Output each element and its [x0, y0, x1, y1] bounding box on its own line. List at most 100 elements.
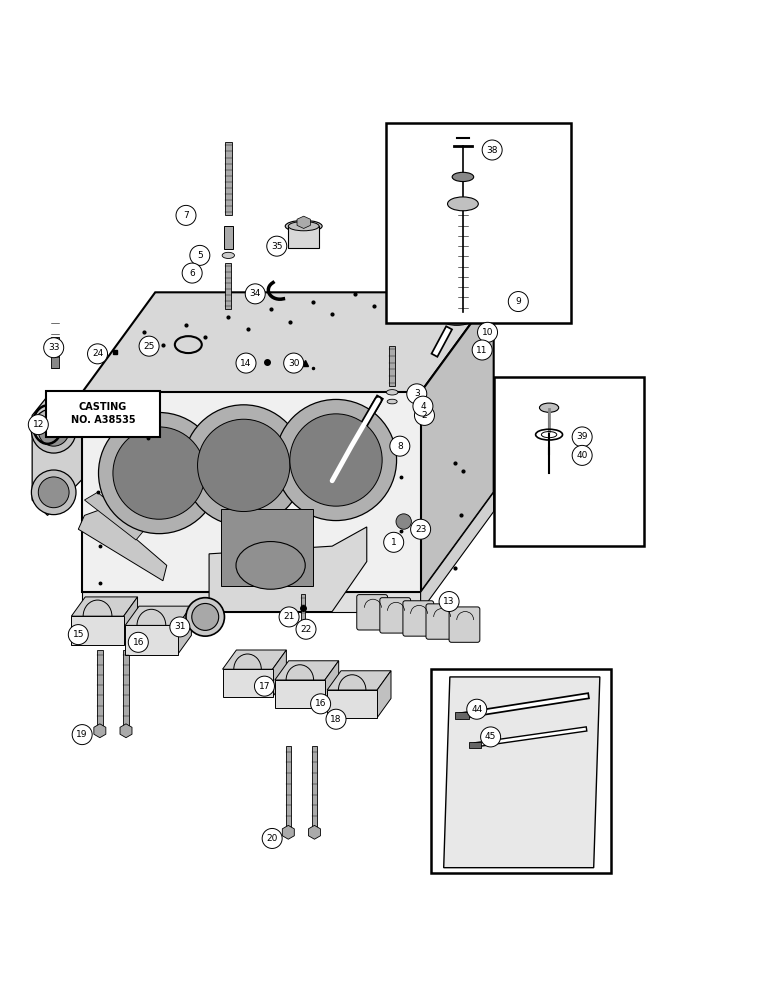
Circle shape: [182, 263, 202, 283]
Polygon shape: [178, 606, 191, 655]
Polygon shape: [32, 396, 84, 515]
Ellipse shape: [39, 415, 69, 446]
Polygon shape: [327, 671, 391, 690]
Ellipse shape: [198, 419, 290, 512]
Ellipse shape: [387, 399, 397, 404]
Circle shape: [390, 436, 410, 456]
Polygon shape: [82, 592, 421, 612]
Text: 6: 6: [189, 269, 195, 278]
Polygon shape: [222, 650, 286, 669]
Text: 16: 16: [315, 699, 327, 708]
Text: 4: 4: [420, 402, 425, 411]
Circle shape: [572, 427, 592, 447]
Ellipse shape: [222, 252, 235, 258]
Bar: [312, 746, 317, 832]
Bar: [286, 746, 291, 832]
Polygon shape: [82, 392, 421, 592]
Text: 19: 19: [76, 730, 88, 739]
Circle shape: [439, 592, 459, 612]
Text: 44: 44: [471, 705, 482, 714]
Circle shape: [170, 617, 190, 637]
Text: 13: 13: [443, 597, 455, 606]
Polygon shape: [94, 724, 106, 738]
Circle shape: [267, 236, 286, 256]
Polygon shape: [120, 724, 132, 738]
Polygon shape: [421, 292, 493, 592]
Polygon shape: [297, 216, 310, 228]
Bar: [389, 346, 394, 386]
Ellipse shape: [32, 470, 76, 515]
Circle shape: [384, 532, 404, 552]
Circle shape: [508, 292, 528, 312]
Circle shape: [326, 709, 346, 729]
Circle shape: [44, 338, 64, 358]
Text: 15: 15: [73, 630, 84, 639]
Ellipse shape: [113, 427, 205, 519]
Circle shape: [255, 676, 275, 696]
Ellipse shape: [386, 390, 398, 395]
Polygon shape: [125, 606, 191, 625]
Circle shape: [139, 336, 159, 356]
Text: 24: 24: [92, 349, 103, 358]
Text: 45: 45: [485, 732, 496, 741]
Ellipse shape: [445, 318, 469, 325]
Circle shape: [245, 284, 266, 304]
Text: 9: 9: [516, 297, 521, 306]
Text: 20: 20: [266, 834, 278, 843]
Circle shape: [478, 322, 497, 342]
Circle shape: [262, 828, 282, 848]
Text: 12: 12: [32, 420, 44, 429]
Bar: [431, 669, 611, 873]
Text: 22: 22: [300, 625, 312, 634]
Circle shape: [283, 353, 303, 373]
Text: 11: 11: [476, 346, 488, 355]
Bar: [288, 226, 319, 248]
Polygon shape: [444, 677, 600, 868]
Bar: [225, 142, 232, 215]
Polygon shape: [275, 661, 339, 680]
Bar: [97, 650, 103, 731]
Circle shape: [310, 694, 330, 714]
Text: 1: 1: [391, 538, 397, 547]
Text: 3: 3: [414, 389, 420, 398]
Polygon shape: [78, 509, 167, 581]
Text: 17: 17: [259, 682, 270, 691]
Circle shape: [87, 344, 107, 364]
Ellipse shape: [452, 172, 474, 182]
Circle shape: [472, 340, 493, 360]
Text: 39: 39: [577, 432, 588, 441]
Text: 30: 30: [288, 359, 300, 368]
Polygon shape: [378, 671, 391, 718]
Polygon shape: [309, 825, 320, 839]
Ellipse shape: [529, 311, 543, 317]
Polygon shape: [209, 527, 367, 612]
Ellipse shape: [290, 414, 382, 506]
Circle shape: [415, 405, 435, 425]
Bar: [46, 391, 160, 437]
Text: 38: 38: [486, 146, 498, 155]
Ellipse shape: [99, 413, 220, 534]
Ellipse shape: [191, 603, 218, 630]
Text: 35: 35: [271, 242, 283, 251]
Polygon shape: [327, 690, 378, 718]
FancyBboxPatch shape: [403, 601, 434, 636]
Circle shape: [396, 514, 411, 529]
Circle shape: [413, 396, 433, 416]
Circle shape: [68, 625, 88, 645]
Text: 10: 10: [482, 328, 493, 337]
Bar: [124, 650, 129, 731]
Circle shape: [481, 727, 500, 747]
Circle shape: [572, 445, 592, 465]
Polygon shape: [421, 492, 493, 612]
Circle shape: [407, 384, 427, 404]
Polygon shape: [222, 669, 273, 697]
Text: 16: 16: [133, 638, 144, 647]
FancyBboxPatch shape: [357, 595, 388, 630]
Polygon shape: [273, 650, 286, 697]
Ellipse shape: [448, 197, 479, 211]
Text: 14: 14: [240, 359, 252, 368]
Polygon shape: [84, 492, 144, 540]
Polygon shape: [125, 625, 178, 655]
Text: 23: 23: [415, 525, 426, 534]
Ellipse shape: [32, 408, 76, 453]
